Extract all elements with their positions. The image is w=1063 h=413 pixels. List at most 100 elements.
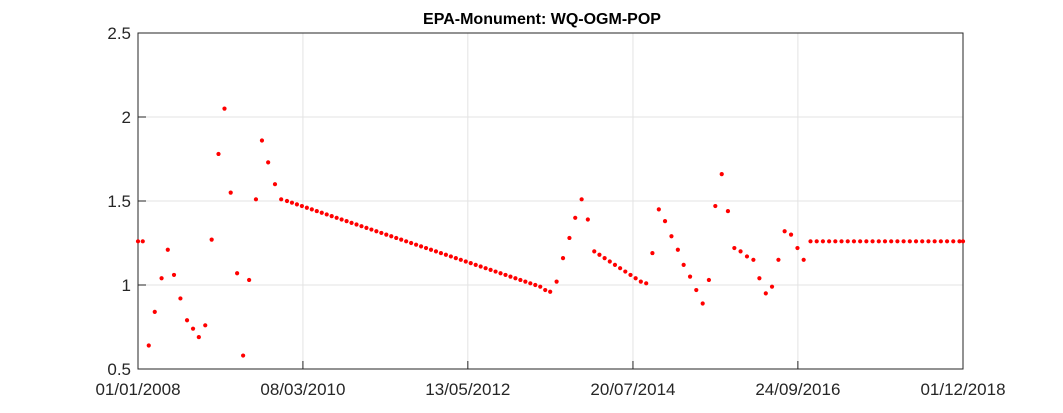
data-point [751,257,756,262]
data-point [757,276,762,281]
data-point [178,296,183,301]
data-point [769,284,775,289]
data-point [152,309,157,314]
data-point [618,266,623,271]
data-point [503,272,508,278]
data-point [776,257,781,262]
data-point [354,222,359,227]
data-point [228,190,233,195]
data-point [788,232,794,237]
data-point [870,239,875,244]
data-point [528,281,533,286]
data-point [374,229,379,234]
data-point [889,239,894,244]
data-point [662,219,668,224]
data-point [135,239,141,244]
data-point [518,277,523,283]
data-point [478,264,483,269]
data-point [738,249,743,254]
y-tick-label: 2.5 [107,24,131,43]
data-point [493,269,498,274]
data-point [433,249,439,254]
y-tick-label: 1.5 [107,192,131,211]
data-point [414,242,419,247]
data-point [851,239,857,244]
y-tick-label: 0.5 [107,360,131,379]
data-point [713,203,718,209]
data-point [344,219,349,224]
data-point [319,210,324,215]
data-point [623,269,628,274]
data-point [222,106,227,111]
data-point [399,237,404,242]
x-tick-label: 01/12/2018 [920,380,1005,399]
data-point [675,247,680,252]
x-tick-label: 20/07/2014 [590,380,675,399]
data-point [706,277,711,283]
data-point [404,239,409,244]
data-point [638,279,643,284]
data-point [744,254,750,259]
data-point [687,274,693,279]
data-point [171,272,177,278]
data-point [567,235,572,241]
data-point [216,151,221,157]
data-point [895,239,900,244]
data-point [669,234,674,239]
data-point [845,239,850,244]
data-point [359,224,364,229]
data-point [140,239,145,244]
data-point [560,256,566,261]
data-point [864,239,869,244]
data-point [299,203,304,209]
data-point [607,259,612,264]
data-point [304,205,309,210]
chart-title: EPA-Monument: WQ-OGM-POP [423,11,661,28]
data-point [681,262,686,267]
data-point [795,245,800,251]
data-point [725,208,731,214]
data-point [808,239,813,244]
data-point [650,250,655,256]
data-point [907,239,912,244]
data-point [827,239,832,244]
data-points [135,106,966,358]
data-point [309,207,314,212]
data-point [548,289,553,294]
data-point [602,256,607,261]
y-axis: 0.5 1 1.5 2 2.5 [107,24,146,379]
data-point [294,202,300,207]
data-point [453,256,458,261]
data-point [926,239,931,244]
data-point [247,277,252,283]
data-point [585,217,590,222]
data-point [820,239,826,244]
x-tick-label: 13/05/2012 [425,380,510,399]
x-tick-label: 01/01/2008 [95,380,180,399]
data-point [423,245,429,251]
data-point [196,334,201,340]
data-point [259,138,265,143]
data-point [468,261,473,266]
data-point [384,232,389,237]
data-point [418,244,424,249]
y-tick-label: 1 [122,276,131,295]
data-point [763,291,768,296]
data-point [612,262,618,267]
data-point [656,207,661,212]
data-point [349,220,354,225]
data-point [272,182,278,187]
data-point [369,227,374,232]
data-point [443,252,449,257]
data-point [732,245,737,251]
data-point [597,252,602,257]
data-point [334,215,339,220]
data-point [203,323,208,328]
data-point [483,266,488,271]
data-point [266,160,271,165]
data-point [523,279,528,284]
data-point [951,239,956,244]
data-point [573,215,578,220]
data-point [876,239,881,244]
